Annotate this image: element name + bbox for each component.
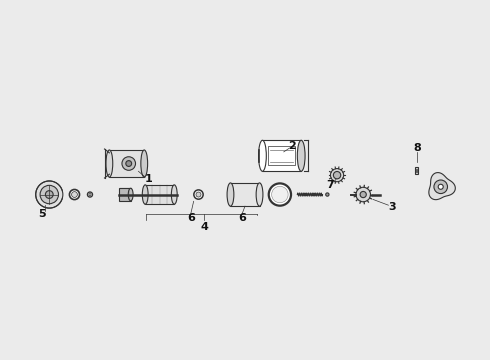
Circle shape: [72, 192, 77, 197]
Ellipse shape: [128, 188, 133, 201]
Circle shape: [326, 193, 329, 196]
Bar: [263, 140, 301, 171]
Circle shape: [40, 185, 58, 204]
Circle shape: [70, 189, 79, 199]
Polygon shape: [429, 172, 455, 200]
Circle shape: [46, 191, 53, 198]
Ellipse shape: [297, 140, 305, 171]
Circle shape: [438, 184, 443, 189]
Text: 7: 7: [326, 180, 334, 190]
Text: 5: 5: [38, 209, 46, 219]
Circle shape: [356, 187, 370, 202]
Circle shape: [330, 168, 343, 182]
Circle shape: [271, 186, 288, 203]
Circle shape: [194, 190, 203, 199]
Circle shape: [87, 192, 93, 197]
Circle shape: [269, 183, 291, 206]
Circle shape: [122, 157, 136, 170]
Ellipse shape: [142, 185, 148, 204]
Ellipse shape: [141, 150, 147, 177]
Circle shape: [434, 180, 447, 194]
Circle shape: [126, 161, 132, 166]
Ellipse shape: [256, 183, 263, 206]
Circle shape: [36, 181, 63, 208]
Text: 1: 1: [144, 174, 152, 184]
Ellipse shape: [106, 150, 113, 177]
Ellipse shape: [172, 185, 177, 204]
Ellipse shape: [259, 140, 267, 171]
Bar: [230, 183, 260, 206]
Circle shape: [89, 193, 91, 195]
Text: 2: 2: [288, 141, 295, 151]
Bar: [415, 167, 418, 174]
Bar: [268, 146, 295, 166]
Bar: [145, 185, 174, 204]
Ellipse shape: [227, 183, 234, 206]
Text: 6: 6: [187, 213, 195, 223]
Circle shape: [333, 171, 341, 179]
Circle shape: [360, 192, 367, 198]
Bar: [109, 150, 144, 177]
Bar: [416, 168, 417, 172]
Text: 8: 8: [414, 143, 421, 153]
Circle shape: [196, 192, 201, 197]
Text: 4: 4: [200, 222, 208, 233]
Text: 3: 3: [389, 202, 396, 212]
Text: 6: 6: [238, 213, 246, 223]
Bar: [119, 188, 131, 201]
